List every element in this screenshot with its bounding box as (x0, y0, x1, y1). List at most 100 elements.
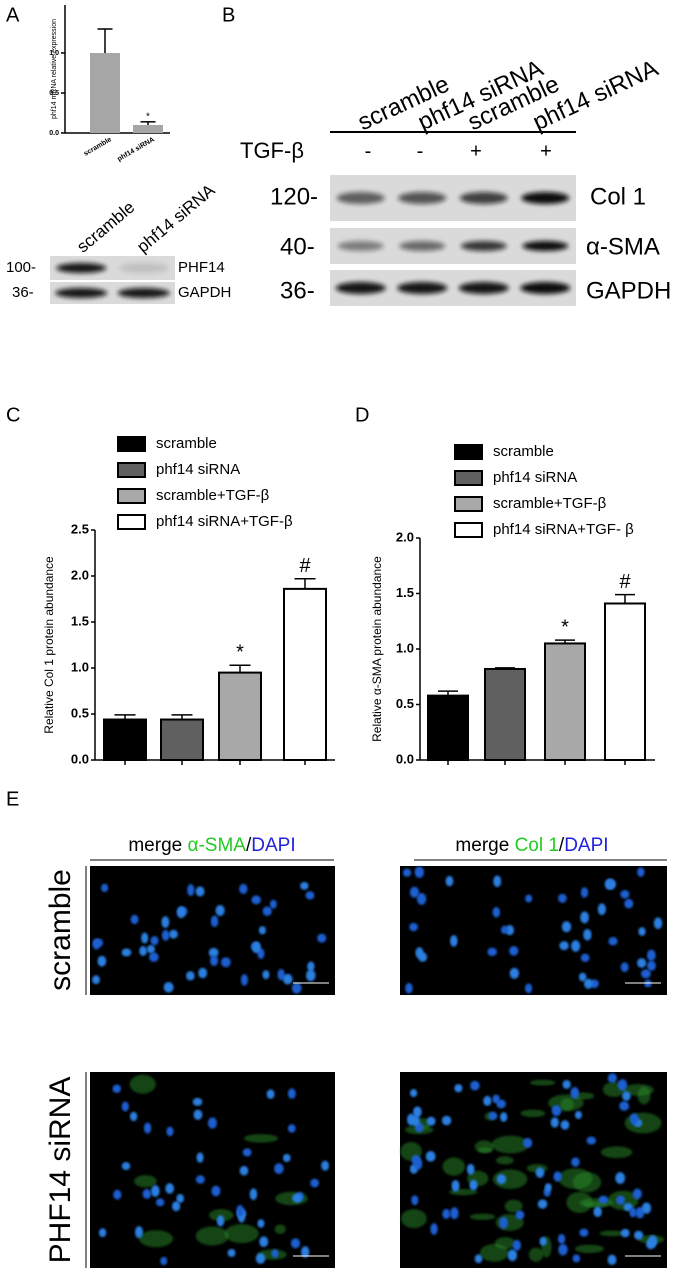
nucleus (166, 1126, 174, 1137)
nucleus (580, 911, 590, 924)
scale-bar-label: 25μm (303, 1260, 318, 1266)
y-tick-label: 1.0 (396, 640, 414, 655)
nucleus (227, 1248, 236, 1258)
nucleus (163, 982, 174, 993)
nucleus (551, 1105, 562, 1117)
marker-label: 120- (270, 183, 318, 210)
nucleus (242, 1148, 252, 1157)
nucleus (165, 1183, 175, 1194)
panel-label: B (222, 4, 235, 26)
nucleus (629, 1113, 639, 1125)
nucleus (402, 868, 412, 877)
y-tick-label: 0.0 (396, 751, 414, 766)
nucleus (544, 1183, 552, 1192)
nucleus (292, 1193, 303, 1203)
nucleus (121, 1162, 131, 1171)
treatment-sign: - (417, 140, 424, 162)
nucleus (193, 1109, 203, 1120)
nucleus (512, 1239, 522, 1251)
legend-label: phf14 siRNA (156, 461, 240, 478)
nucleus (535, 1167, 545, 1178)
legend-label: phf14 siRNA+TGF-β (156, 513, 293, 530)
legend-swatch (117, 436, 146, 452)
nucleus (208, 947, 219, 958)
nucleus (616, 1195, 625, 1205)
blot-band (335, 282, 386, 294)
blot-band (118, 263, 169, 273)
scale-bar-label: 25μm (635, 987, 650, 993)
nucleus (640, 969, 651, 979)
nucleus (629, 1207, 637, 1218)
blot-band (520, 282, 571, 294)
stain-green (600, 1146, 633, 1159)
nucleus (409, 886, 420, 898)
nucleus (496, 1174, 507, 1185)
nucleus (583, 928, 592, 941)
nucleus (266, 1089, 275, 1099)
nucleus (442, 1208, 451, 1220)
nucleus (496, 1099, 506, 1109)
lane-label: scramble (73, 198, 138, 257)
nucleus (558, 893, 567, 903)
blot-band (337, 241, 384, 251)
significance-mark: # (619, 571, 631, 593)
y-tick-label: 1.5 (396, 585, 414, 600)
nucleus (211, 1185, 221, 1197)
nucleus (413, 1157, 423, 1170)
nucleus (418, 952, 428, 962)
nucleus (586, 1136, 597, 1145)
nucleus (92, 975, 100, 985)
blot-band (522, 241, 569, 251)
nucleus (220, 957, 231, 968)
legend-label: phf14 siRNA (493, 469, 577, 486)
nucleus (574, 1110, 582, 1120)
panel-label: E (6, 788, 19, 810)
nucleus (160, 1256, 168, 1266)
legend-swatch (454, 444, 483, 460)
stain-green (558, 1168, 593, 1189)
nucleus (445, 875, 454, 887)
bar (283, 587, 327, 761)
significance-mark: * (561, 616, 569, 638)
stain-green (637, 1086, 651, 1105)
nucleus (620, 962, 629, 973)
nucleus (414, 866, 425, 878)
blot-band (521, 192, 570, 204)
nucleus (155, 1198, 165, 1207)
legend-swatch (454, 522, 483, 538)
nucleus (553, 1171, 562, 1182)
nucleus (321, 1160, 329, 1171)
nucleus (258, 926, 266, 935)
nucleus (593, 1206, 602, 1218)
nucleus (558, 1243, 568, 1256)
treatment-sign: + (470, 140, 482, 162)
stain-green (574, 1244, 605, 1254)
y-tick-label: 0.5 (396, 696, 414, 711)
nucleus (617, 1079, 628, 1091)
y-tick-label: 1.5 (71, 613, 89, 628)
nucleus (310, 1178, 320, 1188)
nucleus (129, 1111, 138, 1122)
stain-green (491, 1135, 530, 1154)
bar (604, 602, 646, 761)
stain-green (243, 1134, 279, 1143)
nucleus (474, 1254, 483, 1264)
lane-label: phf14 siRNA (133, 180, 219, 256)
nucleus (492, 907, 501, 918)
nucleus (143, 1122, 152, 1134)
nucleus (300, 881, 309, 890)
nucleus (646, 949, 656, 961)
nucleus (487, 947, 498, 957)
nucleus (271, 1249, 279, 1258)
significance-mark: # (299, 555, 311, 577)
nucleus (620, 889, 630, 899)
nucleus (411, 1115, 420, 1127)
nucleus (93, 938, 104, 948)
nucleus (121, 948, 132, 957)
nucleus (597, 903, 606, 916)
nucleus (426, 1116, 436, 1126)
nucleus (150, 936, 159, 946)
nucleus (598, 1195, 609, 1204)
nucleus (550, 1117, 559, 1128)
stain-green (599, 1230, 625, 1237)
